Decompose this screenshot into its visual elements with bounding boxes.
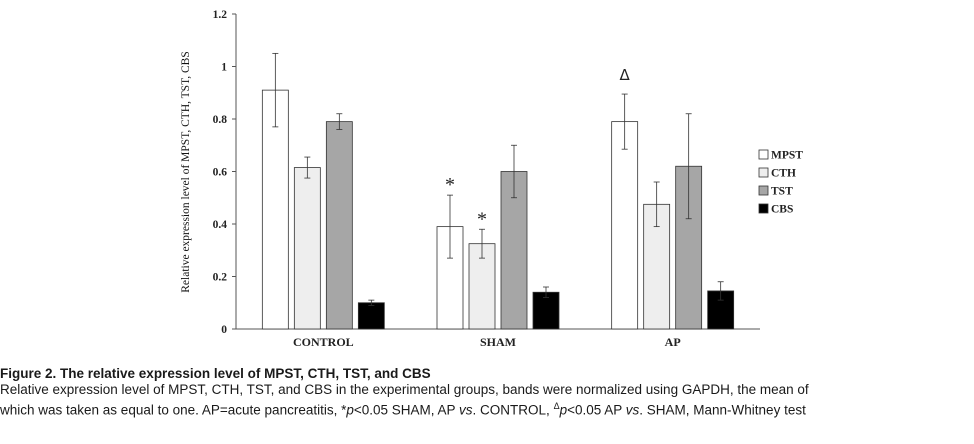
caption-body: Relative expression level of MPST, CTH, … [0,382,974,419]
caption-text: . SHAM, Mann-Whitney test [639,402,806,418]
legend-label-cbs: CBS [771,204,793,216]
legend-swatch-mpst [758,149,769,160]
bar-cbs-control [357,302,385,330]
significance-star: * [477,208,487,230]
caption-italic-p: p [346,402,354,418]
bar-mpst-ap [611,121,639,330]
x-axis-categories: CONTROL SHAM AP [293,335,681,349]
bar-chart: 0 0.2 0.4 0.6 0.8 1 1.2 * * Δ CONTROL SHAM AP MPST… [180,9,803,349]
caption-text: which was taken as equal to one. AP=acut… [0,402,347,418]
legend-swatch-cbs [758,203,769,214]
legend-swatch-cth [758,167,769,178]
y-tick-label: 1 [221,62,227,74]
error-bars [272,52,724,306]
caption-italic-vs: vs [625,402,640,418]
legend: MPST CTH TST CBS [758,149,803,216]
bar-tst-control [325,121,353,330]
legend-label-mpst: MPST [771,150,803,162]
y-tick-label: 0.8 [213,114,228,126]
legend-label-tst: TST [771,186,793,198]
x-category-label: AP [665,335,681,349]
y-tick-label: 0 [221,324,227,336]
caption-delta: Δ [553,401,560,411]
legend-label-cth: CTH [771,168,796,180]
y-tick-label: 1.2 [213,9,228,21]
y-tick-label: 0.6 [213,167,228,179]
legend-swatch-tst [758,185,769,196]
bar-cth-control [293,167,321,330]
bars [261,89,735,330]
caption-line-1: Relative expression level of MPST, CTH, … [0,382,809,397]
caption-line-2: which was taken as equal to one. AP=acut… [0,398,974,419]
y-tick-label: 0.2 [213,272,228,284]
x-category-label: CONTROL [293,335,354,349]
caption-title: Figure 2. The relative expression level … [0,366,431,381]
bar-mpst-control [261,89,289,330]
caption-italic-p: p [559,402,568,418]
y-axis-label: Relative expression level of MPST, CTH, … [180,51,192,293]
significance-markers: * * Δ [445,66,631,230]
caption-italic-vs: vs [459,402,473,418]
figure-caption: Figure 2. The relative expression level … [0,366,974,419]
caption-text: <0.05 SHAM, AP [353,402,460,418]
x-category-label: SHAM [480,335,516,349]
significance-star: * [445,174,455,196]
y-tick-label: 0.4 [213,219,228,231]
caption-text: . CONTROL, [472,402,554,418]
caption-text: <0.05 AP [567,402,626,418]
significance-delta: Δ [620,66,631,84]
y-axis-ticks: 0 0.2 0.4 0.6 0.8 1 1.2 [213,9,236,336]
